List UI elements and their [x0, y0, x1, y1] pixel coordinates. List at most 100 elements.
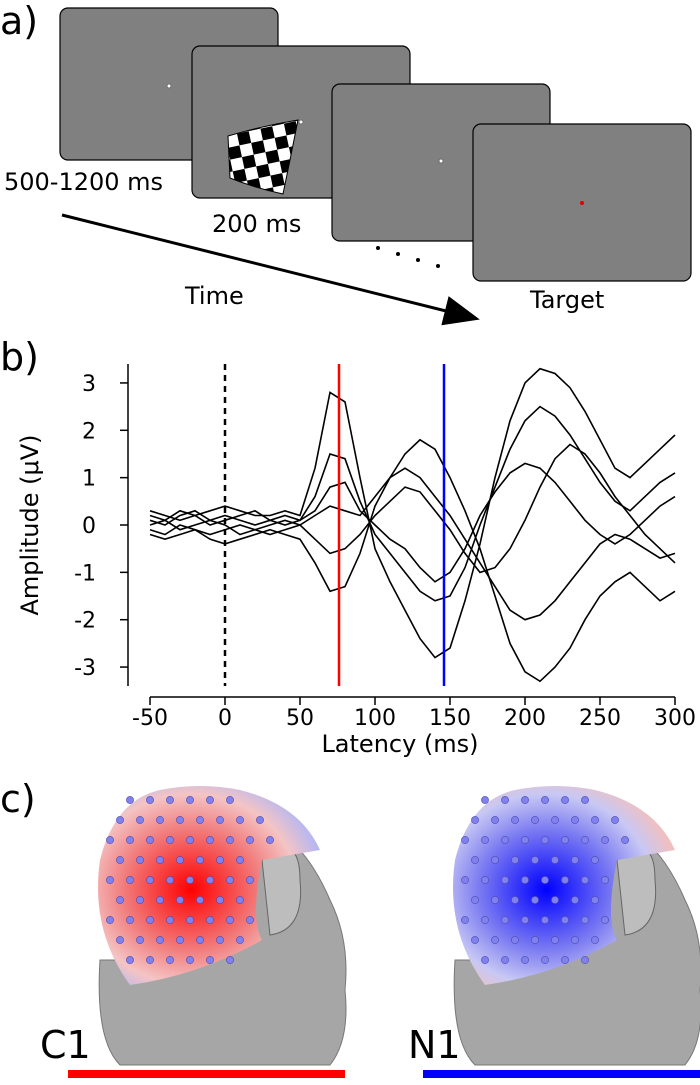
- panel-label: a): [0, 0, 38, 43]
- electrode: [481, 836, 489, 844]
- electrode: [591, 816, 599, 824]
- electrode: [511, 936, 519, 944]
- electrode: [166, 796, 174, 804]
- electrode: [481, 956, 489, 964]
- electrode: [481, 916, 489, 924]
- electrode: [521, 956, 529, 964]
- x-tick-label: 50: [286, 706, 314, 731]
- electrode: [126, 956, 134, 964]
- electrode: [206, 956, 214, 964]
- y-tick-label: 1: [82, 467, 96, 492]
- y-tick-label: -2: [74, 609, 96, 634]
- electrode: [126, 836, 134, 844]
- electrode: [551, 856, 559, 864]
- y-tick-label: 0: [82, 514, 96, 539]
- y-axis-label: Amplitude (μV): [16, 434, 44, 615]
- electrode: [501, 836, 509, 844]
- electrode: [571, 896, 579, 904]
- electrode: [186, 916, 194, 924]
- electrode: [571, 936, 579, 944]
- electrode: [116, 816, 124, 824]
- electrode: [581, 836, 589, 844]
- electrode: [501, 876, 509, 884]
- electrode: [561, 956, 569, 964]
- electrode: [126, 876, 134, 884]
- electrode: [531, 816, 539, 824]
- y-tick-label: 3: [82, 372, 96, 397]
- electrode: [206, 916, 214, 924]
- electrode: [581, 876, 589, 884]
- electrode: [156, 936, 164, 944]
- electrode: [206, 796, 214, 804]
- electrode: [146, 796, 154, 804]
- x-tick-label: 250: [579, 706, 621, 731]
- electrode: [571, 816, 579, 824]
- x-tick-label: -50: [132, 706, 168, 731]
- electrode: [166, 836, 174, 844]
- electrode: [216, 816, 224, 824]
- electrode: [116, 936, 124, 944]
- electrode: [136, 936, 144, 944]
- electrode: [551, 936, 559, 944]
- duration-label: 200 ms: [212, 210, 301, 238]
- electrode: [136, 856, 144, 864]
- electrode: [106, 836, 114, 844]
- electrode: [186, 876, 194, 884]
- color-bar: [68, 1070, 345, 1078]
- electrode: [166, 876, 174, 884]
- electrode: [136, 896, 144, 904]
- y-tick-label: -1: [74, 561, 96, 586]
- electrode: [156, 816, 164, 824]
- electrode: [521, 916, 529, 924]
- electrode: [531, 856, 539, 864]
- component-label: N1: [408, 1023, 461, 1067]
- electrode: [116, 856, 124, 864]
- electrode: [236, 856, 244, 864]
- y-tick-label: 2: [82, 419, 96, 444]
- electrode: [146, 916, 154, 924]
- electrode: [541, 916, 549, 924]
- electrode: [266, 836, 274, 844]
- electrode: [591, 936, 599, 944]
- electrode: [176, 816, 184, 824]
- electrode: [176, 896, 184, 904]
- electrode: [521, 876, 529, 884]
- electrode: [521, 796, 529, 804]
- electrode: [126, 796, 134, 804]
- head: [98, 786, 347, 1066]
- electrode: [491, 816, 499, 824]
- electrode: [106, 876, 114, 884]
- electrode: [471, 936, 479, 944]
- scalp: [98, 786, 320, 985]
- electrode: [501, 916, 509, 924]
- x-tick-label: 100: [354, 706, 396, 731]
- color-bar: [423, 1070, 700, 1078]
- erp-trace: [149, 443, 676, 574]
- electrode: [156, 856, 164, 864]
- electrode: [166, 916, 174, 924]
- electrode: [571, 856, 579, 864]
- component-label: C1: [40, 1023, 91, 1067]
- electrode: [206, 836, 214, 844]
- electrode: [561, 836, 569, 844]
- electrode: [491, 856, 499, 864]
- electrode: [236, 816, 244, 824]
- electrode: [246, 876, 254, 884]
- electrode: [481, 876, 489, 884]
- electrode: [511, 816, 519, 824]
- electrode: [581, 956, 589, 964]
- electrode: [581, 916, 589, 924]
- electrode: [196, 816, 204, 824]
- head: [453, 786, 700, 1066]
- electrode: [541, 956, 549, 964]
- erp-trace: [149, 405, 676, 602]
- electrode: [501, 956, 509, 964]
- x-tick-label: 150: [429, 706, 471, 731]
- electrode: [551, 896, 559, 904]
- duration-label: 500-1200 ms: [4, 168, 163, 196]
- electrode: [186, 956, 194, 964]
- electrode: [461, 876, 469, 884]
- electrode: [166, 956, 174, 964]
- erp-trace: [149, 467, 676, 621]
- target-label: Target: [529, 286, 604, 314]
